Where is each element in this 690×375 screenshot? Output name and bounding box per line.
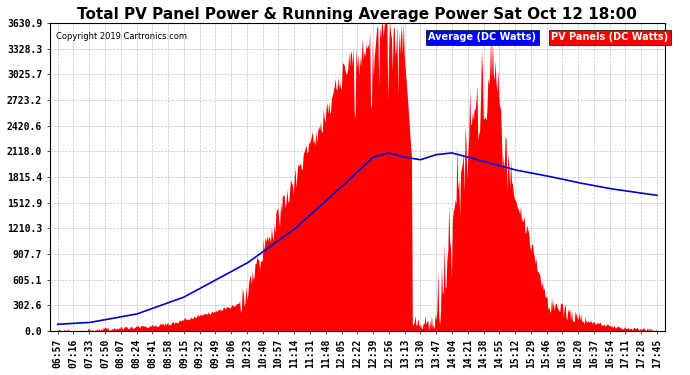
- Text: Copyright 2019 Cartronics.com: Copyright 2019 Cartronics.com: [56, 32, 187, 41]
- Text: Average (DC Watts): Average (DC Watts): [428, 32, 536, 42]
- Text: PV Panels (DC Watts): PV Panels (DC Watts): [551, 32, 668, 42]
- Title: Total PV Panel Power & Running Average Power Sat Oct 12 18:00: Total PV Panel Power & Running Average P…: [77, 7, 638, 22]
